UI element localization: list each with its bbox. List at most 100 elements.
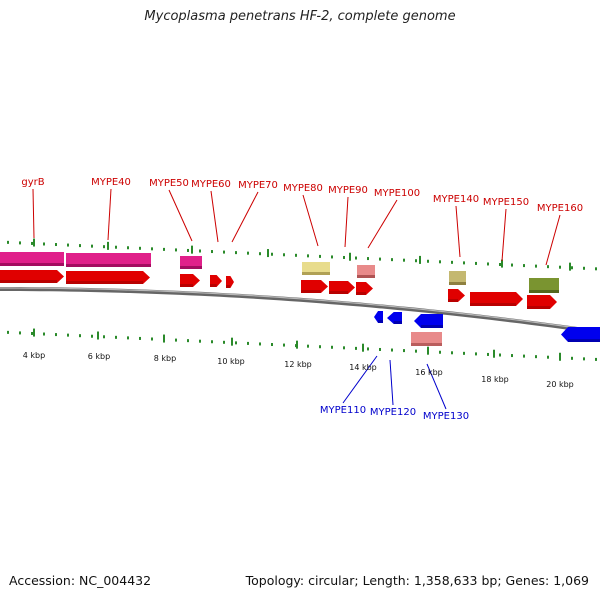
leader-line-mype120 bbox=[389, 359, 394, 406]
feature-box-shade bbox=[357, 275, 375, 278]
feature-box bbox=[449, 271, 466, 285]
accession-text: Accession: NC_004432 bbox=[9, 573, 152, 588]
inner-minor-tick bbox=[115, 335, 117, 339]
outer-minor-tick bbox=[175, 248, 177, 252]
inner-minor-tick bbox=[331, 345, 333, 349]
leader-line-mype90 bbox=[344, 196, 349, 248]
outer-minor-tick bbox=[487, 262, 489, 266]
inner-major-tick bbox=[296, 340, 298, 349]
scale-label-20-kbp: 20 kbp bbox=[546, 380, 574, 389]
reverse-feature-track bbox=[374, 311, 600, 346]
scale-label-16-kbp: 16 kbp bbox=[415, 368, 443, 377]
outer-minor-tick bbox=[511, 263, 513, 267]
inner-minor-tick bbox=[55, 333, 57, 337]
feature-box-shade bbox=[66, 264, 151, 267]
outer-major-tick bbox=[419, 255, 421, 264]
inner-minor-tick bbox=[127, 336, 129, 340]
cds-forward bbox=[356, 282, 373, 295]
outer-minor-tick bbox=[67, 243, 69, 247]
inner-scale-ticks bbox=[7, 328, 597, 361]
feature-box bbox=[0, 252, 64, 266]
inner-minor-tick bbox=[391, 348, 393, 352]
inner-minor-tick bbox=[259, 342, 261, 346]
gene-label-mype120: MYPE120 bbox=[370, 407, 416, 418]
inner-major-tick bbox=[427, 346, 429, 355]
inner-minor-tick bbox=[103, 335, 105, 339]
inner-minor-tick bbox=[175, 338, 177, 342]
feature-box-shade bbox=[302, 272, 330, 275]
inner-minor-tick bbox=[307, 344, 309, 348]
outer-minor-tick bbox=[403, 258, 405, 262]
outer-minor-tick bbox=[91, 244, 93, 248]
cds-reverse bbox=[387, 312, 402, 324]
cds-forward bbox=[448, 289, 465, 302]
gene-label-mype90: MYPE90 bbox=[328, 185, 368, 196]
leader-line-mype50 bbox=[168, 189, 193, 242]
inner-minor-tick bbox=[187, 339, 189, 343]
cds-reverse-shade bbox=[421, 325, 443, 328]
outer-major-tick bbox=[107, 241, 109, 250]
inner-minor-tick bbox=[547, 355, 549, 359]
inner-minor-tick bbox=[247, 341, 249, 345]
outer-minor-tick bbox=[379, 257, 381, 261]
scale-label-6-kbp: 6 kbp bbox=[88, 352, 110, 361]
inner-major-tick bbox=[163, 334, 165, 343]
inner-minor-tick bbox=[151, 337, 153, 341]
outer-minor-tick bbox=[355, 256, 357, 260]
cds-forward-shade bbox=[301, 290, 321, 293]
cds-forward-shade bbox=[0, 280, 57, 283]
outer-minor-tick bbox=[583, 266, 585, 270]
inner-minor-tick bbox=[583, 357, 585, 361]
cds-forward bbox=[66, 271, 150, 284]
feature-box-shade bbox=[449, 282, 466, 285]
outer-major-tick bbox=[33, 238, 35, 247]
outer-minor-tick bbox=[283, 253, 285, 257]
scale-label-10-kbp: 10 kbp bbox=[217, 357, 245, 366]
inner-minor-tick bbox=[379, 347, 381, 351]
leader-line-mype40 bbox=[107, 188, 112, 241]
outer-major-tick bbox=[191, 245, 193, 254]
gene-label-mype50: MYPE50 bbox=[149, 178, 189, 189]
outer-major-tick bbox=[267, 249, 269, 258]
outer-minor-tick bbox=[139, 246, 141, 250]
inner-minor-tick bbox=[595, 357, 597, 361]
inner-minor-tick bbox=[415, 349, 417, 353]
inner-minor-tick bbox=[91, 334, 93, 338]
feature-box-reverse bbox=[411, 332, 442, 346]
outer-minor-tick bbox=[295, 253, 297, 257]
outer-minor-tick bbox=[559, 265, 561, 269]
inner-minor-tick bbox=[211, 340, 213, 344]
cds-reverse bbox=[374, 311, 383, 323]
outer-minor-tick bbox=[343, 255, 345, 259]
cds-forward-shade bbox=[66, 281, 143, 284]
cds-reverse bbox=[414, 314, 443, 328]
cds-forward bbox=[301, 280, 328, 293]
cds-forward-shade bbox=[356, 292, 366, 295]
outer-minor-tick bbox=[151, 247, 153, 251]
outer-minor-tick bbox=[115, 245, 117, 249]
outer-minor-tick bbox=[7, 240, 9, 244]
gene-labels: gyrB MYPE40 MYPE50 MYPE60 MYPE70 MYPE80 MYPE90… bbox=[21, 177, 583, 422]
inner-minor-tick bbox=[31, 331, 33, 335]
feature-box-shade bbox=[180, 266, 202, 269]
inner-minor-tick bbox=[43, 332, 45, 336]
outer-major-tick bbox=[501, 259, 503, 268]
feature-box bbox=[302, 262, 330, 275]
outer-minor-tick bbox=[259, 252, 261, 256]
outer-minor-tick bbox=[571, 266, 573, 270]
outer-minor-tick bbox=[367, 257, 369, 261]
scale-label-8-kbp: 8 kbp bbox=[154, 354, 176, 363]
outer-minor-tick bbox=[43, 242, 45, 246]
cds-reverse bbox=[561, 327, 600, 342]
inner-minor-tick bbox=[451, 351, 453, 355]
gene-label-mype150: MYPE150 bbox=[483, 197, 529, 208]
inner-minor-tick bbox=[199, 339, 201, 343]
gene-label-mype130: MYPE130 bbox=[423, 411, 469, 422]
inner-minor-tick bbox=[139, 336, 141, 340]
cds-forward-shade bbox=[527, 306, 550, 309]
map-title: Mycoplasma penetrans HF-2, complete geno… bbox=[144, 9, 456, 24]
genome-backbone bbox=[0, 287, 600, 335]
inner-minor-tick bbox=[319, 345, 321, 349]
scale-label-4-kbp: 4 kbp bbox=[23, 351, 45, 360]
scale-label-14-kbp: 14 kbp bbox=[349, 363, 377, 372]
